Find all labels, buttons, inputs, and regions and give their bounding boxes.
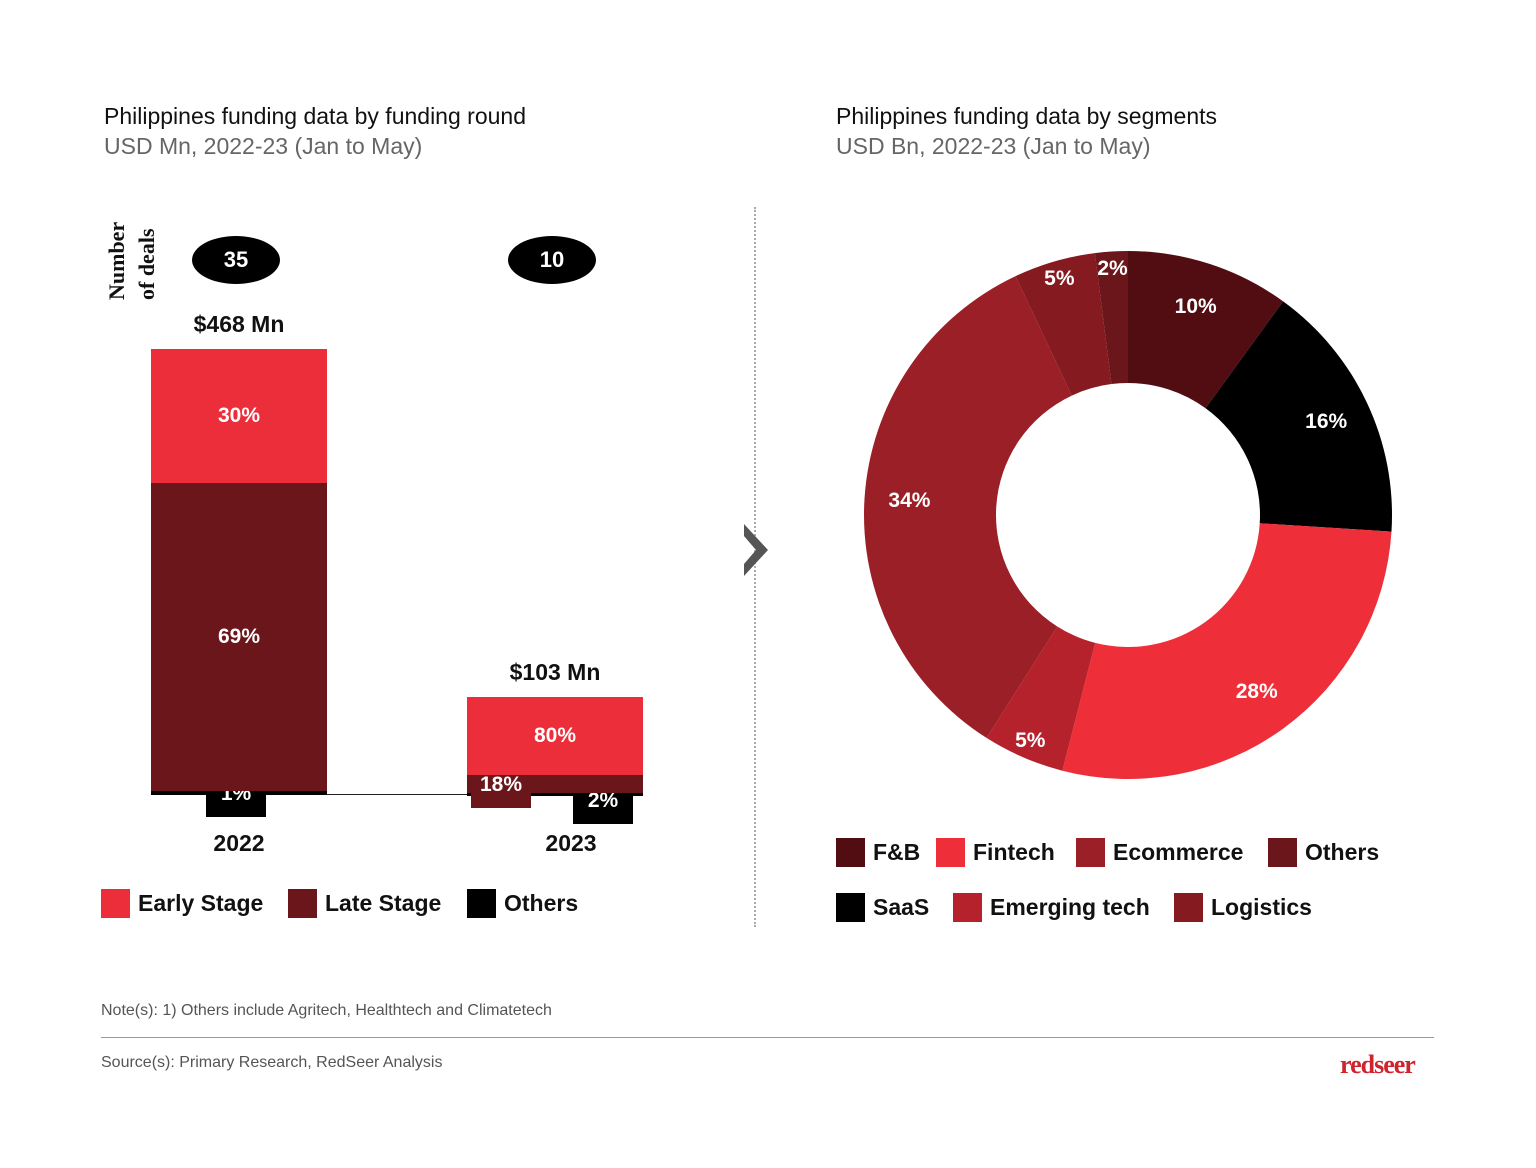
legend-label: Emerging tech — [990, 894, 1150, 920]
bar-segment-others — [467, 793, 643, 797]
bar-label: 80% — [533, 724, 577, 748]
legend-label: Early Stage — [138, 890, 264, 916]
legend-label: Logistics — [1211, 894, 1312, 920]
x-tick-label: 2022 — [213, 830, 265, 856]
legend-label: SaaS — [873, 894, 930, 920]
legend-swatch — [101, 889, 130, 918]
legend-item-ecommerce: Ecommerce — [1076, 838, 1243, 867]
bar-segment-late-stage — [151, 482, 327, 791]
redseer-logo: redseer — [1340, 1050, 1416, 1079]
footnote: Note(s): 1) Others include Agritech, Hea… — [101, 1002, 552, 1019]
legend-swatch — [936, 838, 965, 867]
legend-label: Others — [504, 890, 579, 916]
legend-label: Ecommerce — [1113, 839, 1244, 865]
legend-swatch — [953, 893, 982, 922]
legend-swatch — [467, 889, 496, 918]
deals-count-badge: 10 — [508, 236, 596, 284]
donut-slice-emerging-tech — [986, 626, 1096, 771]
legend-swatch — [836, 838, 865, 867]
legend-swatch — [836, 893, 865, 922]
bar-segment-early-stage — [151, 349, 327, 483]
footer-rule — [101, 1037, 1434, 1038]
donut-slice-f-b — [1128, 251, 1284, 409]
donut-label: 28% — [1235, 680, 1278, 704]
donut-label: 10% — [1174, 294, 1217, 318]
left-subtitle: USD Mn, 2022-23 (Jan to May) — [104, 133, 423, 159]
x-tick-label: 2023 — [545, 830, 597, 856]
legend-item-others: Others — [1268, 838, 1379, 867]
donut-label: 34% — [888, 489, 931, 513]
donut-label: 2% — [1097, 257, 1128, 281]
bar-label: 30% — [217, 403, 261, 427]
legend-swatch — [1076, 838, 1105, 867]
bar-total-label: $103 Mn — [509, 658, 601, 685]
deals-count-badge: 35 — [192, 236, 280, 284]
legend-item-others: Others — [467, 889, 578, 918]
legend-label: Fintech — [973, 839, 1055, 865]
legend-item-early-stage: Early Stage — [101, 889, 263, 918]
bar-label: 69% — [217, 624, 261, 648]
legend-swatch — [288, 889, 317, 918]
donut-slice-saas — [1205, 301, 1392, 532]
right-subtitle: USD Bn, 2022-23 (Jan to May) — [836, 133, 1151, 159]
legend-item-saas: SaaS — [836, 893, 929, 922]
donut-slice-logistics — [1015, 253, 1112, 396]
legend-swatch — [1268, 838, 1297, 867]
legend-label: Late Stage — [325, 890, 442, 916]
donut-label: 16% — [1305, 409, 1348, 433]
legend-label: Others — [1305, 839, 1380, 865]
bar-segment-early-stage — [467, 696, 643, 776]
source: Source(s): Primary Research, RedSeer Ana… — [101, 1054, 443, 1071]
baseline — [151, 794, 643, 795]
bar-total-label: $468 Mn — [193, 311, 285, 337]
legend-item-emerging-tech: Emerging tech — [953, 893, 1150, 922]
divider — [754, 207, 756, 927]
chevron-right-icon — [744, 524, 768, 576]
donut-slice-ecommerce — [864, 276, 1072, 738]
legend-swatch — [1174, 893, 1203, 922]
left-title: Philippines funding data by funding roun… — [104, 103, 526, 129]
legend-item-fintech: Fintech — [936, 838, 1055, 867]
legend-label: F&B — [873, 839, 921, 865]
donut-slice-others — [1094, 251, 1128, 385]
right-title: Philippines funding data by segments — [836, 103, 1218, 129]
legend-item-f-b: F&B — [836, 838, 920, 867]
donut-label: 5% — [1044, 266, 1075, 290]
donut-slice-fintech — [1062, 523, 1392, 779]
legend-item-logistics: Logistics — [1174, 893, 1312, 922]
legend-item-late-stage: Late Stage — [288, 889, 441, 918]
donut-label: 5% — [1015, 728, 1046, 752]
